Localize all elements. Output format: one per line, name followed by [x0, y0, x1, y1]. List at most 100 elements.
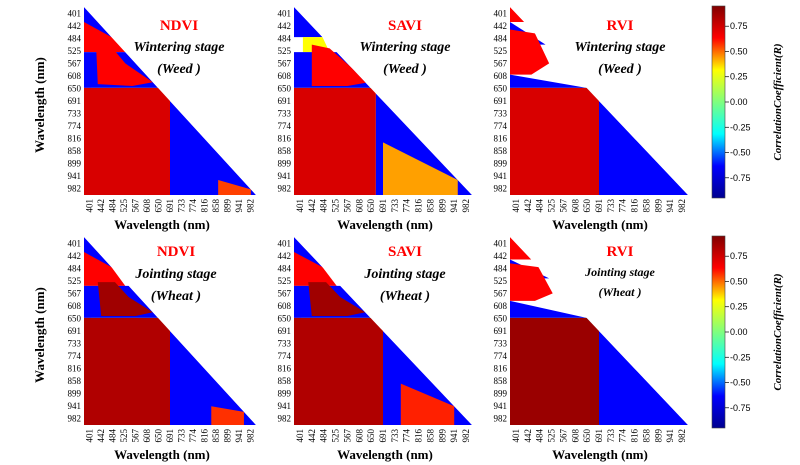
- x-tick-label: 691: [165, 199, 175, 213]
- x-tick-label: 899: [222, 199, 232, 213]
- colorbar-tick-label: -0.25: [730, 122, 751, 132]
- x-tick-label: 608: [142, 199, 152, 213]
- colorbar-bottom: 0.75 0.50 0.25 0.00 -0.25 -0.50 -0.75 Correlat…: [711, 235, 784, 429]
- stage-label: Wintering stage: [360, 40, 451, 55]
- x-tick-label: 525: [547, 429, 557, 443]
- heat-zone: [84, 317, 170, 425]
- heat-zone: [294, 317, 383, 425]
- y-tick-label: 899: [68, 159, 82, 169]
- x-axis-label: Wavelength (nm): [552, 217, 648, 232]
- x-axis-label: Wavelength (nm): [337, 447, 433, 462]
- heat-zone: [211, 406, 244, 425]
- index-title: NDVI: [157, 244, 195, 260]
- heat-zone: [383, 142, 458, 195]
- panel-ndvi-wintering: Wavelength (nm) 401442484525567608650691…: [32, 7, 256, 232]
- crop-label: (Wheat ): [599, 285, 642, 299]
- y-tick-label: 941: [68, 171, 82, 181]
- y-tick-label: 816: [68, 364, 82, 374]
- x-tick-label: 608: [354, 429, 364, 443]
- x-tick-label: 899: [437, 199, 447, 213]
- y-tick-label: 982: [278, 184, 292, 194]
- y-tick-label: 442: [278, 251, 292, 261]
- x-tick-label: 941: [665, 199, 675, 213]
- x-tick-label: 899: [222, 429, 232, 443]
- y-tick-label: 899: [494, 159, 508, 169]
- x-tick-label: 608: [570, 429, 580, 443]
- y-tick-label: 567: [68, 288, 82, 298]
- y-ticks: 401 442 484 525 567 608 650 691 733 774 816 858 899 9…: [278, 8, 292, 193]
- panel-ndvi-jointing: Wavelength (nm) 401442484525567608650691…: [32, 237, 256, 462]
- y-tick-label: 733: [278, 339, 292, 349]
- y-ticks: 401 442 484 525 567 608 650 691 733 774 816 858 899 9…: [494, 238, 508, 423]
- x-tick-label: 608: [142, 429, 152, 443]
- x-tick-label: 733: [390, 429, 400, 443]
- y-tick-label: 650: [278, 313, 292, 323]
- colorbar-tick-label: 0.25: [730, 302, 748, 312]
- y-tick-label: 650: [278, 83, 292, 93]
- colorbar-bar: [711, 235, 726, 429]
- x-tick-label: 858: [211, 199, 221, 213]
- y-tick-label: 982: [494, 414, 508, 424]
- x-tick-label: 567: [558, 429, 568, 443]
- x-tick-label: 442: [307, 199, 317, 213]
- colorbar-label: CorrelationCoefficient(R): [772, 43, 784, 160]
- x-tick-label: 401: [511, 429, 521, 443]
- x-tick-label: 858: [641, 429, 651, 443]
- x-tick-label: 691: [594, 199, 604, 213]
- y-tick-label: 733: [494, 109, 508, 119]
- x-tick-label: 816: [199, 199, 209, 213]
- stage-label: Wintering stage: [575, 40, 666, 55]
- y-tick-label: 442: [494, 21, 508, 31]
- heat-zone: [599, 331, 688, 425]
- y-tick-label: 442: [494, 251, 508, 261]
- x-tick-label: 858: [211, 429, 221, 443]
- x-tick-label: 982: [461, 199, 471, 213]
- y-tick-label: 899: [278, 389, 292, 399]
- x-tick-label: 982: [245, 429, 255, 443]
- x-tick-label: 858: [425, 199, 435, 213]
- heat-zone: [311, 44, 369, 86]
- heat-zone: [170, 101, 256, 195]
- colorbar-top: 0.75 0.50 0.25 0.00 -0.25 -0.50 -0.75 Correlat…: [711, 5, 784, 199]
- x-tick-label: 401: [295, 199, 305, 213]
- x-ticks: 401 442 484 525 567 608 650 691 733 774 816 858 899 9…: [295, 429, 471, 443]
- crop-label: (Wheat ): [380, 289, 430, 304]
- x-tick-label: 774: [402, 199, 412, 213]
- x-tick-label: 816: [630, 429, 640, 443]
- crop-label: (Wheat ): [151, 289, 201, 304]
- x-tick-label: 941: [234, 429, 244, 443]
- y-tick-label: 567: [278, 58, 292, 68]
- colorbar-bar: [711, 5, 726, 199]
- y-tick-label: 442: [68, 251, 82, 261]
- x-tick-label: 401: [295, 429, 305, 443]
- x-tick-label: 774: [618, 429, 628, 443]
- x-tick-label: 691: [165, 429, 175, 443]
- heat-zone: [294, 87, 376, 195]
- x-tick-label: 733: [176, 199, 186, 213]
- y-tick-label: 982: [278, 414, 292, 424]
- x-tick-label: 941: [449, 199, 459, 213]
- x-tick-label: 567: [131, 429, 141, 443]
- y-tick-label: 858: [278, 146, 292, 156]
- heat-zone: [510, 317, 599, 425]
- y-ticks: 401 442 484 525 567 608 650 691 733 774 816 858 899 9…: [278, 238, 292, 423]
- y-tick-label: 484: [494, 263, 508, 273]
- heat-zone: [218, 179, 251, 195]
- panel-savi-jointing: 4014424845255676086506917337748168588999…: [278, 237, 472, 462]
- x-tick-label: 525: [119, 199, 129, 213]
- x-tick-label: 899: [437, 429, 447, 443]
- colorbar-label: CorrelationCoefficient(R): [772, 273, 784, 390]
- y-tick-label: 442: [68, 21, 82, 31]
- y-tick-label: 608: [68, 301, 82, 311]
- heatmap: [510, 7, 688, 195]
- x-ticks: 401 442 484 525 567 608 650 691 733 774 816 858 899 9…: [511, 199, 687, 213]
- y-tick-label: 567: [494, 58, 508, 68]
- colorbar-tick-label: -0.75: [730, 173, 751, 183]
- colorbar-tick-label: 0.00: [730, 97, 748, 107]
- y-tick-label: 484: [278, 263, 292, 273]
- colorbar-tick-label: 0.50: [730, 276, 748, 286]
- y-tick-label: 941: [278, 401, 292, 411]
- y-tick-label: 525: [494, 46, 508, 56]
- x-tick-label: 484: [535, 199, 545, 213]
